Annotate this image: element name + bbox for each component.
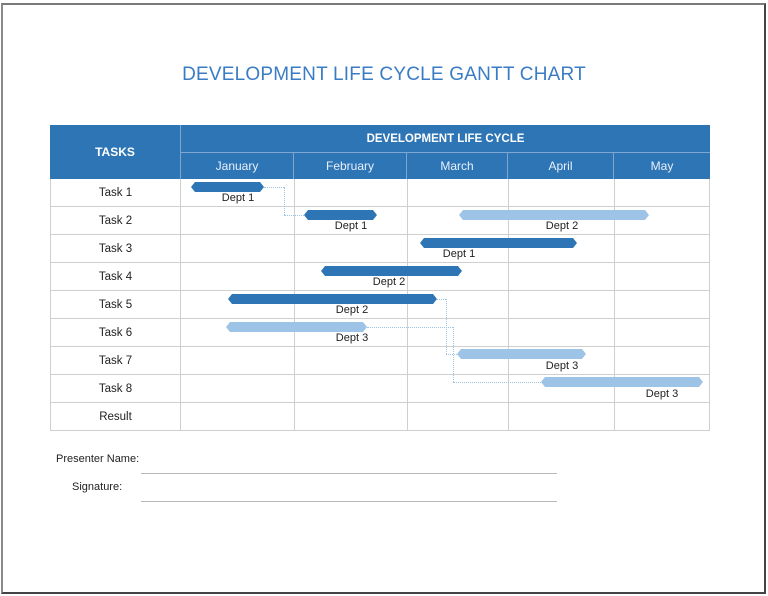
table-row: Task 2 xyxy=(50,207,710,235)
dependency-connector xyxy=(284,187,285,215)
task-label: Result xyxy=(50,403,181,431)
table-row: Task 7 xyxy=(50,347,710,375)
task-label: Task 7 xyxy=(50,347,181,375)
dependency-connector xyxy=(284,215,304,216)
dependency-connector xyxy=(446,354,457,355)
task-label: Task 1 xyxy=(50,179,181,207)
signature-field[interactable] xyxy=(141,501,557,502)
gantt-bar-task2-dept2 xyxy=(459,210,649,220)
table-row: Task 5 xyxy=(50,291,710,319)
grid-line xyxy=(407,179,408,431)
dependency-connector xyxy=(367,327,453,328)
gantt-bar-task2-dept1 xyxy=(304,210,377,220)
bar-label: Dept 1 xyxy=(334,220,368,232)
tasks-header: TASKS xyxy=(50,125,181,179)
task-label: Task 2 xyxy=(50,207,181,235)
bar-label: Dept 1 xyxy=(221,192,255,204)
dependency-connector xyxy=(437,299,446,300)
table-row: Task 4 xyxy=(50,263,710,291)
bar-label: Dept 2 xyxy=(545,220,579,232)
cycle-header: DEVELOPMENT LIFE CYCLE xyxy=(181,125,710,153)
signature-label: Signature: xyxy=(72,481,123,493)
dependency-connector xyxy=(446,299,447,354)
grid-line xyxy=(294,179,295,431)
month-header-march: March xyxy=(407,153,508,179)
task-label: Task 3 xyxy=(50,235,181,263)
gantt-bar-task8-dept3 xyxy=(541,377,703,387)
grid-line xyxy=(614,179,615,431)
gantt-bar-task7-dept3 xyxy=(457,349,586,359)
table-row: Task 8 xyxy=(50,375,710,403)
bar-label: Dept 3 xyxy=(645,388,679,400)
month-header-may: May xyxy=(614,153,710,179)
gantt-bar-task3-dept1 xyxy=(420,238,577,248)
month-header-february: February xyxy=(294,153,407,179)
bar-label: Dept 3 xyxy=(545,360,579,372)
dependency-connector xyxy=(453,327,454,382)
gantt-table: TASKS DEVELOPMENT LIFE CYCLE January Feb… xyxy=(50,125,710,431)
dependency-connector xyxy=(264,187,284,188)
table-row: Task 6 xyxy=(50,319,710,347)
bar-label: Dept 2 xyxy=(335,304,369,316)
task-label: Task 8 xyxy=(50,375,181,403)
presenter-name-label: Presenter Name: xyxy=(56,453,140,465)
gantt-bar-task1-dept1 xyxy=(191,182,264,192)
dependency-connector xyxy=(453,382,541,383)
month-header-april: April xyxy=(508,153,614,179)
bar-label: Dept 1 xyxy=(442,248,476,260)
gantt-bar-task5-dept2 xyxy=(228,294,437,304)
gantt-bar-task4-dept2 xyxy=(321,266,462,276)
page-title: DEVELOPMENT LIFE CYCLE GANTT CHART xyxy=(182,64,586,85)
table-row: Task 3 xyxy=(50,235,710,263)
gantt-bar-task6-dept3 xyxy=(226,322,367,332)
grid-line xyxy=(508,179,509,431)
task-label: Task 5 xyxy=(50,291,181,319)
presenter-name-field[interactable] xyxy=(141,473,557,474)
task-label: Task 4 xyxy=(50,263,181,291)
bar-label: Dept 2 xyxy=(372,276,406,288)
table-row: Result xyxy=(50,403,710,431)
task-label: Task 6 xyxy=(50,319,181,347)
table-row: Task 1 xyxy=(50,179,710,207)
bar-label: Dept 3 xyxy=(335,332,369,344)
month-header-january: January xyxy=(181,153,294,179)
grid-line xyxy=(709,179,710,431)
